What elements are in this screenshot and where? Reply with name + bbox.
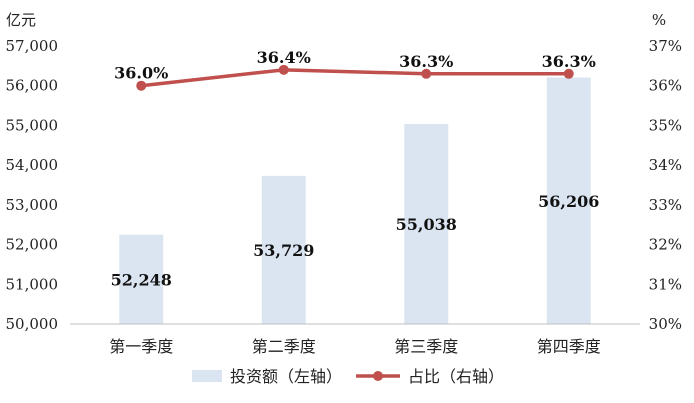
right-tick-label: 36%	[649, 77, 682, 95]
line-value-labels: 36.0% 36.4% 36.3% 36.3%	[114, 48, 596, 83]
left-tick-label: 51,000	[6, 275, 59, 293]
left-tick-label: 56,000	[6, 77, 59, 95]
line-value-label: 36.3%	[542, 52, 596, 71]
category-label: 第四季度	[537, 337, 601, 356]
legend-swatch-bar	[192, 370, 222, 382]
bar-value-label: 56,206	[538, 192, 599, 211]
left-tick-label: 54,000	[6, 156, 59, 174]
category-label: 第二季度	[252, 337, 316, 356]
line-value-label: 36.0%	[114, 64, 168, 83]
legend-label-line: 占比（右轴）	[408, 367, 504, 386]
left-tick-label: 55,000	[6, 116, 59, 134]
bar-value-label: 52,248	[111, 270, 172, 289]
legend-swatch-marker	[373, 371, 383, 381]
left-tick-label: 57,000	[6, 37, 59, 55]
right-tick-label: 30%	[649, 315, 682, 333]
left-tick-label: 52,000	[6, 236, 59, 254]
bar-value-labels: 52,248 53,729 55,038 56,206	[111, 192, 600, 290]
line-value-label: 36.4%	[257, 48, 311, 67]
right-tick-label: 35%	[649, 116, 682, 134]
line-point	[278, 64, 289, 75]
left-axis-ticks: 50,000 51,000 52,000 53,000 54,000 55,000 56,0…	[6, 37, 59, 333]
line-point	[421, 68, 432, 79]
bar-value-label: 53,729	[253, 241, 314, 260]
left-tick-label: 53,000	[6, 196, 59, 214]
bar	[546, 77, 591, 324]
bar	[404, 123, 449, 324]
category-labels: 第一季度 第二季度 第三季度 第四季度	[109, 337, 601, 356]
right-axis-unit: %	[652, 11, 666, 29]
legend-label-bar: 投资额（左轴）	[230, 367, 342, 386]
right-tick-label: 31%	[649, 275, 682, 293]
right-axis-ticks: 30% 31% 32% 33% 34% 35% 36% 37%	[649, 37, 682, 333]
line-point	[136, 80, 147, 91]
line-series	[136, 64, 574, 91]
category-label: 第一季度	[109, 337, 173, 356]
bar-value-label: 55,038	[396, 215, 457, 234]
bar-series	[119, 77, 591, 324]
left-axis-unit: 亿元	[6, 11, 36, 29]
bar	[119, 234, 164, 324]
left-tick-label: 50,000	[6, 315, 59, 333]
line-point	[563, 68, 574, 79]
line-value-label: 36.3%	[399, 52, 453, 71]
right-tick-label: 33%	[649, 196, 682, 214]
category-label: 第三季度	[394, 337, 458, 356]
line-path	[141, 68, 569, 88]
legend: 投资额（左轴） 占比（右轴）	[192, 367, 504, 386]
right-tick-label: 34%	[649, 156, 682, 174]
right-tick-label: 37%	[649, 37, 682, 55]
right-tick-label: 32%	[649, 236, 682, 254]
bar	[261, 175, 306, 324]
